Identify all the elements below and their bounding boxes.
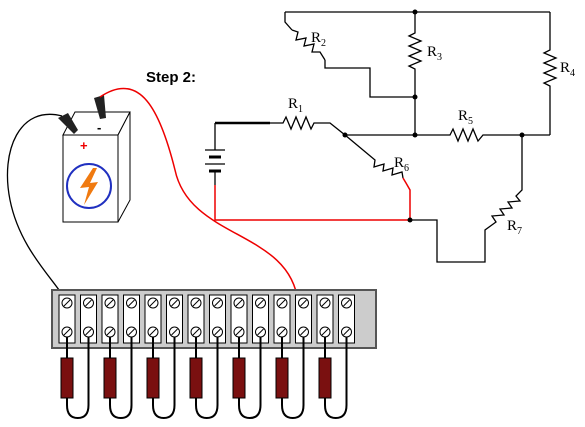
- terminal-strip: [51, 289, 377, 420]
- resistor-r6: [344, 134, 404, 179]
- screw-slot: [214, 299, 221, 307]
- screw-slot: [192, 299, 200, 307]
- resistor: [232, 357, 246, 399]
- r4-label: R4: [560, 60, 575, 79]
- lead-loop: [281, 337, 305, 420]
- step-label: Step 2:: [146, 69, 196, 86]
- node: [412, 9, 418, 15]
- screw-slot: [149, 299, 157, 307]
- node: [412, 94, 418, 100]
- r2-label: R2: [311, 30, 326, 49]
- screw-slot: [300, 299, 307, 307]
- resistor: [318, 357, 332, 399]
- screw-slot: [257, 299, 264, 307]
- lead-loop: [195, 337, 219, 420]
- lead-loop: [66, 337, 90, 420]
- screw-slot: [85, 299, 92, 307]
- resistor: [60, 357, 74, 399]
- r5-label: R5: [458, 108, 473, 127]
- r6-label: R6: [394, 155, 409, 174]
- screw-slot: [321, 299, 329, 307]
- node: [519, 132, 525, 138]
- resistor: [146, 357, 160, 399]
- clip: [58, 113, 78, 134]
- resistor: [275, 357, 289, 399]
- r3-label: R3: [427, 44, 442, 63]
- negative-mark: -: [97, 120, 101, 135]
- resistor-r5: [345, 127, 550, 143]
- screw-slot: [343, 299, 350, 307]
- red-path: [214, 177, 411, 221]
- lead-loop: [238, 337, 262, 420]
- resistor: [103, 357, 117, 399]
- screw-slot: [235, 328, 243, 336]
- screw-slot: [321, 328, 329, 336]
- screw-slot: [343, 328, 350, 336]
- screw-slot: [278, 299, 286, 307]
- resistor: [189, 357, 203, 399]
- screw-slot: [235, 299, 243, 307]
- r7-label: R7: [507, 218, 522, 237]
- screw-slot: [149, 328, 157, 336]
- resistor-r1: [270, 115, 346, 136]
- wire: [324, 60, 415, 98]
- black-lead: [6, 113, 68, 303]
- node: [407, 217, 413, 223]
- screw-slot: [214, 328, 221, 336]
- resistor-r2: [291, 29, 326, 61]
- resistor-r3: [407, 12, 423, 135]
- screw-slot: [106, 299, 114, 307]
- screw-slot: [85, 328, 92, 336]
- red-lead: [99, 87, 299, 303]
- resistor-r7: [410, 135, 523, 263]
- screw-slot: [63, 299, 71, 307]
- screw-slot: [171, 328, 178, 336]
- schematic: R2 R3 R4 R1 R5 R6 R7: [205, 9, 575, 263]
- wire: [284, 12, 293, 31]
- lead-loop: [152, 337, 176, 420]
- lead-loop: [109, 337, 133, 420]
- screw-slot: [128, 328, 135, 336]
- screw-slot: [300, 328, 307, 336]
- bolt: [80, 168, 98, 205]
- screw-slot: [106, 328, 114, 336]
- screw-slot: [257, 328, 264, 336]
- screw-slot: [192, 328, 200, 336]
- lead-loop: [324, 337, 348, 420]
- node: [412, 132, 418, 138]
- node: [342, 132, 348, 138]
- clip: [94, 95, 106, 119]
- r1-label: R1: [288, 96, 303, 115]
- battery: + -: [58, 95, 131, 223]
- screw-slot: [171, 299, 178, 307]
- screw-slot: [278, 328, 286, 336]
- screw-slot: [63, 328, 71, 336]
- positive-mark: +: [80, 138, 88, 153]
- screw-slot: [128, 299, 135, 307]
- resistor-r4: [542, 12, 558, 135]
